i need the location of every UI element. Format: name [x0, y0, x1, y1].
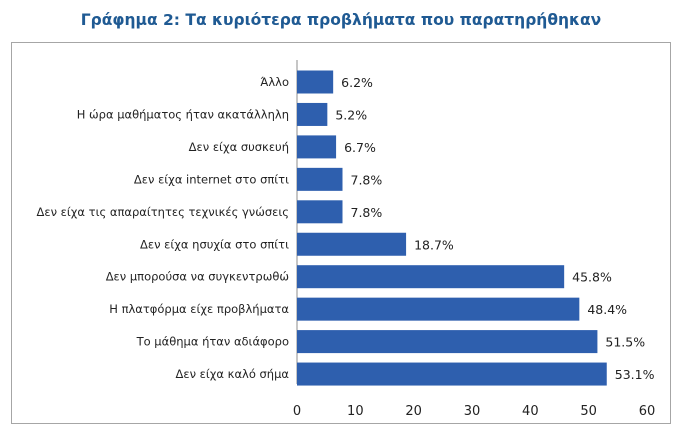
value-label: 53.1%: [615, 367, 655, 382]
x-tick-label: 50: [580, 404, 597, 419]
bar: [297, 200, 343, 224]
bar: [297, 330, 598, 354]
value-label: 7.8%: [351, 205, 383, 220]
value-label: 45.8%: [572, 270, 612, 285]
x-tick-label: 20: [405, 404, 422, 419]
bar: [297, 167, 343, 191]
category-label: Το μάθημα ήταν αδιάφορο: [136, 335, 289, 349]
bar: [297, 265, 565, 289]
category-label: Δεν είχα καλό σήμα: [176, 367, 290, 381]
x-tick-label: 30: [464, 404, 481, 419]
x-tick-label: 10: [347, 404, 364, 419]
value-label: 7.8%: [351, 172, 383, 187]
bar: [297, 297, 580, 321]
x-tick-label: 0: [293, 404, 301, 419]
category-label: Η ώρα μαθήματος ήταν ακατάλληλη: [77, 107, 289, 121]
value-label: 48.4%: [587, 302, 627, 317]
value-label: 6.2%: [341, 75, 373, 90]
category-label: Δεν είχα συσκευή: [189, 140, 289, 154]
category-label: Δεν είχα τις απαραίτητες τεχνικές γνώσει…: [37, 205, 289, 219]
bar: [297, 135, 337, 159]
category-label: Άλλο: [260, 75, 289, 89]
category-label: Η πλατφόρμα είχε προβλήματα: [109, 302, 289, 316]
value-label: 6.7%: [344, 140, 376, 155]
x-tick-label: 60: [639, 404, 656, 419]
category-label: Δεν είχα ησυχία στο σπίτι: [140, 237, 289, 251]
bar: [297, 232, 407, 256]
bar: [297, 362, 607, 386]
x-tick-label: 40: [522, 404, 539, 419]
bar: [297, 102, 328, 126]
value-label: 51.5%: [605, 335, 645, 350]
chart-title: Γράφημα 2: Τα κυριότερα προβλήματα που π…: [80, 11, 602, 29]
category-label: Δεν μπορούσα να συγκεντρωθώ: [106, 270, 289, 284]
category-label: Δεν είχα internet στο σπίτι: [134, 172, 289, 186]
value-label: 18.7%: [414, 237, 454, 252]
value-label: 5.2%: [335, 107, 367, 122]
bar: [297, 70, 334, 94]
chart-frame: [11, 42, 671, 424]
